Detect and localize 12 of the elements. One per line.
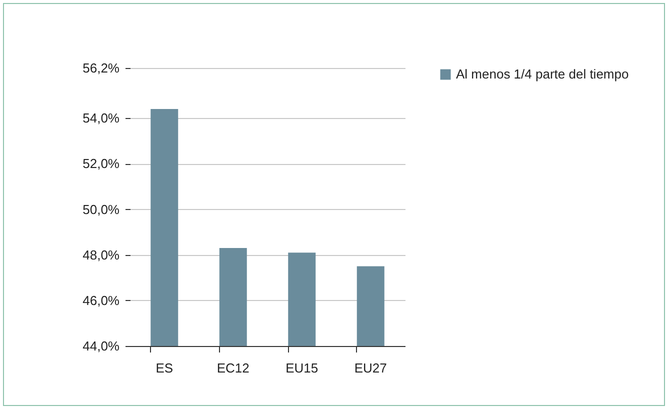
x-tick-label: EU15 xyxy=(286,360,318,376)
x-tick-label: EU27 xyxy=(354,360,387,376)
y-tick-label: 52,0% xyxy=(82,156,120,172)
y-tick-label: 48,0% xyxy=(82,247,120,262)
y-tick-label: 56,2% xyxy=(82,60,120,76)
legend-label: Al menos 1/4 parte del tiempo xyxy=(456,66,629,82)
x-tick-label: ES xyxy=(156,360,174,376)
y-tick-label: 46,0% xyxy=(82,292,120,308)
y-tick-label: 50,0% xyxy=(82,202,120,217)
x-tick-label: EC12 xyxy=(216,360,250,376)
y-tick-label: 54,0% xyxy=(82,110,120,126)
y-tick-label: 44,0% xyxy=(82,338,120,354)
